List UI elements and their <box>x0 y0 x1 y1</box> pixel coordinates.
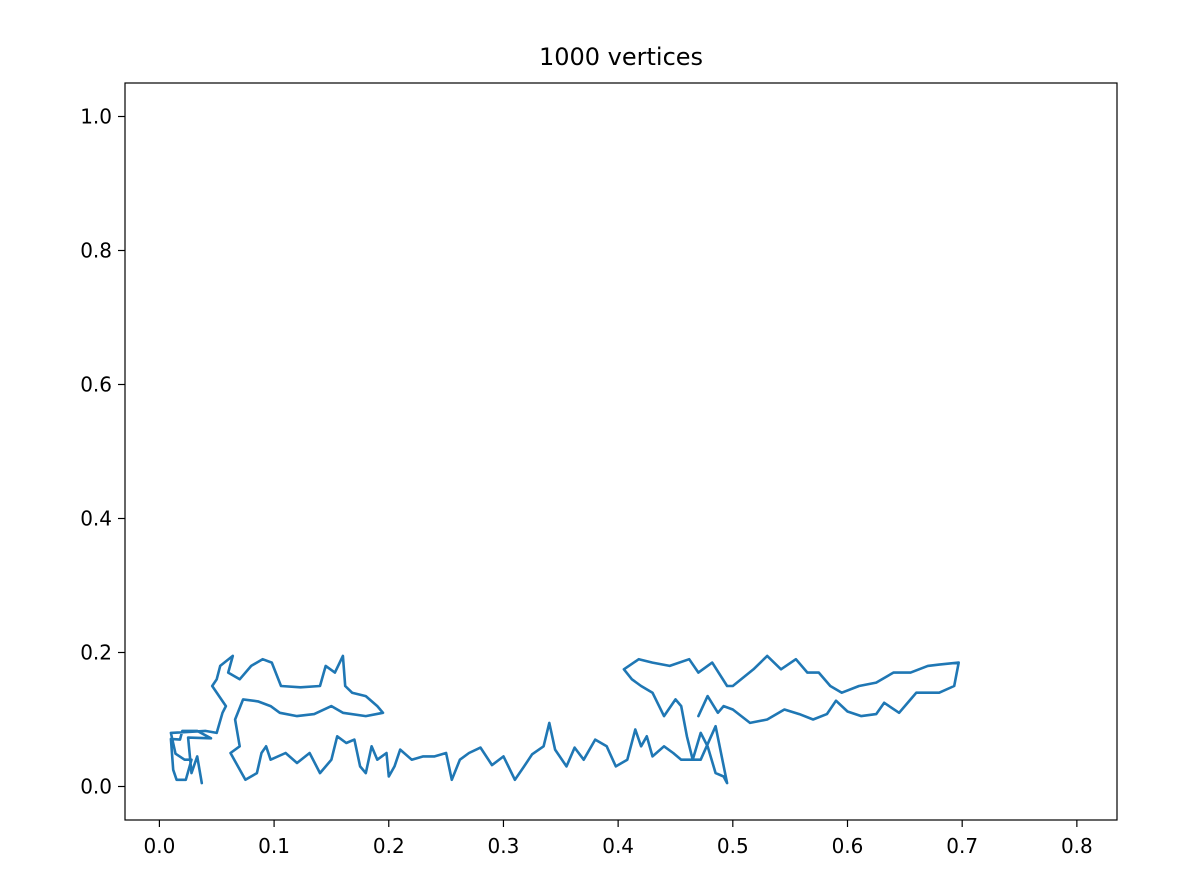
x-tick-label: 0.2 <box>373 834 405 858</box>
axes-frame <box>124 82 1118 821</box>
y-tick-label: 0.2 <box>80 641 112 665</box>
y-axis: 0.0 0.2 0.4 0.6 0.8 1.0 <box>80 105 125 799</box>
series-line <box>169 654 961 785</box>
x-tick-label: 0.4 <box>602 834 634 858</box>
y-tick-label: 0.6 <box>80 373 112 397</box>
x-tick-label: 0.0 <box>143 834 175 858</box>
x-tick-label: 0.6 <box>832 834 864 858</box>
x-tick-label: 0.7 <box>946 834 978 858</box>
x-tick-label: 0.5 <box>717 834 749 858</box>
y-tick-label: 0.0 <box>80 775 112 799</box>
x-tick-label: 0.1 <box>258 834 290 858</box>
x-tick-label: 0.8 <box>1061 834 1093 858</box>
plot-lines <box>169 654 961 785</box>
y-tick-label: 1.0 <box>80 105 112 129</box>
y-tick-label: 0.4 <box>80 507 112 531</box>
x-tick-label: 0.3 <box>488 834 520 858</box>
y-tick-label: 0.8 <box>80 239 112 263</box>
x-axis: 0.0 0.1 0.2 0.3 0.4 0.5 0.6 0.7 0.8 <box>143 820 1093 858</box>
chart-title: 1000 vertices <box>539 43 703 71</box>
